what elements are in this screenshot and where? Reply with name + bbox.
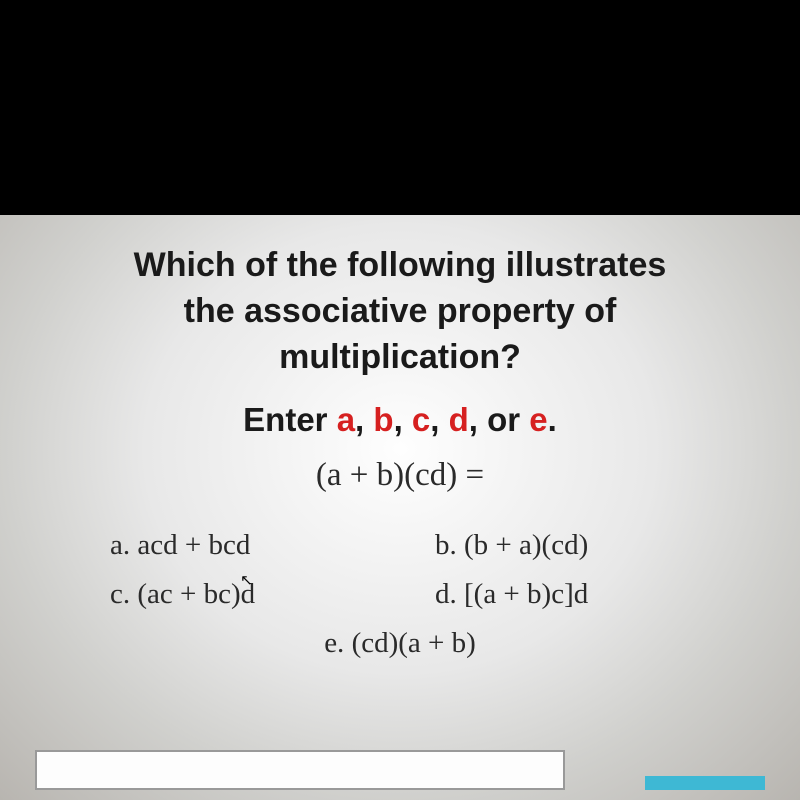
option-a-text: acd + bcd <box>137 529 250 561</box>
option-e-letter: e. <box>324 627 344 659</box>
option-c-text: (ac + bc)d <box>137 578 255 610</box>
instruction-letter-e: e <box>529 401 547 438</box>
instruction-sep4: , or <box>469 401 530 438</box>
question-line-3: multiplication? <box>279 338 521 376</box>
question-text: Which of the following illustrates the a… <box>40 243 760 381</box>
option-b[interactable]: b. (b + a)(cd) <box>425 529 588 562</box>
equation-expression: (a + b)(cd) = <box>40 457 760 494</box>
option-e-text: (cd)(a + b) <box>352 627 476 659</box>
instruction-letter-b: b <box>373 401 393 438</box>
option-e-row: e. (cd)(a + b) <box>40 627 760 660</box>
instruction-suffix: . <box>548 401 557 438</box>
option-b-letter: b. <box>435 529 457 561</box>
input-area <box>35 750 765 790</box>
option-d[interactable]: d. [(a + b)c]d <box>425 578 588 611</box>
option-d-letter: d. <box>435 578 457 610</box>
option-a-letter: a. <box>110 529 130 561</box>
instruction-text: Enter a, b, c, d, or e. <box>40 401 760 439</box>
option-d-text: [(a + b)c]d <box>464 578 588 610</box>
option-a[interactable]: a. acd + bcd <box>100 529 250 562</box>
instruction-letter-c: c <box>412 401 430 438</box>
instruction-sep2: , <box>394 401 412 438</box>
answer-input[interactable] <box>35 750 565 790</box>
option-c-letter: c. <box>110 578 130 610</box>
option-b-text: (b + a)(cd) <box>464 529 588 561</box>
question-panel: Which of the following illustrates the a… <box>0 215 800 800</box>
instruction-prefix: Enter <box>243 401 337 438</box>
instruction-letter-d: d <box>449 401 469 438</box>
question-line-1: Which of the following illustrates <box>134 246 667 284</box>
question-line-2: the associative property of <box>184 292 617 330</box>
instruction-sep1: , <box>355 401 373 438</box>
submit-button[interactable] <box>645 776 765 790</box>
option-e[interactable]: e. (cd)(a + b) <box>324 627 476 659</box>
instruction-sep3: , <box>430 401 448 438</box>
options-grid: a. acd + bcd b. (b + a)(cd) c. (ac + bc)… <box>40 529 760 611</box>
instruction-letter-a: a <box>337 401 355 438</box>
option-c[interactable]: c. (ac + bc)d↖ <box>100 578 268 611</box>
